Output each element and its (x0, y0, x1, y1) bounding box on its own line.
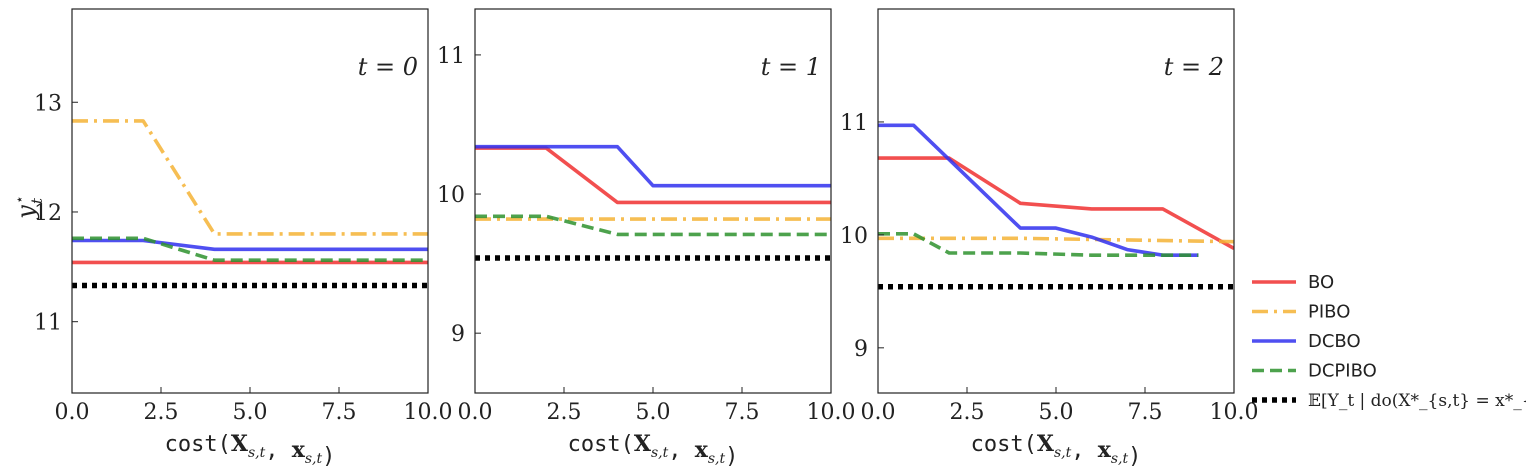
y-axis-label-sub: t (28, 197, 46, 204)
series-line-bo (878, 156, 1234, 250)
series-line-dcbo (475, 144, 831, 188)
x-tick-label: 2.5 (144, 400, 179, 425)
y-tick-label: 12 (34, 201, 62, 226)
series-group (475, 144, 831, 261)
legend-entry: BO (1252, 272, 1334, 293)
series-line-dcbo (72, 238, 428, 252)
x-tick-label: 10.0 (807, 400, 856, 425)
legend-entry: DCPIBO (1252, 361, 1377, 382)
y-tick-label: 9 (451, 322, 465, 347)
y-axis-label-sup: ⋆ (12, 195, 28, 204)
panel-label: t = 1 (761, 53, 821, 81)
x-tick-label: 7.5 (322, 400, 357, 425)
panel-label: t = 2 (1164, 53, 1224, 81)
series-line-dcbo (878, 123, 1199, 257)
x-tick-label: 5.0 (233, 400, 268, 425)
x-tick-label: 10.0 (1210, 400, 1259, 425)
panel-label: t = 0 (358, 53, 418, 81)
y-tick-label: 13 (34, 91, 62, 116)
y-axis-label: y t ⋆ (12, 195, 46, 220)
x-axis-label: cost(Xs,t, xs,t) (568, 431, 739, 468)
legend-label: 𝔼[Y_t | do(X*_{s,t} = x*_{s,t})] (1308, 391, 1526, 411)
legend-label: BO (1308, 272, 1334, 293)
x-tick-label: 0.0 (55, 400, 90, 425)
y-tick-label: 10 (437, 183, 465, 208)
series-line-dcpibo (72, 236, 428, 263)
panel-1: 0.0 2.5 5.0 7.5 10.0 9 10 11 t = 1 cost(Xs,t, xs,… (437, 8, 856, 468)
x-tick-label: 10.0 (404, 400, 453, 425)
legend-label: PIBO (1308, 302, 1350, 323)
x-tick-label: 5.0 (1039, 400, 1074, 425)
x-tick-label: 7.5 (725, 400, 760, 425)
panel-0: 0.0 2.5 5.0 7.5 10.0 11 12 13 t = 0 cost(Xs,t, xs… (34, 8, 453, 468)
legend-entry: PIBO (1252, 302, 1350, 323)
x-tick-label: 0.0 (458, 400, 493, 425)
x-tick-label: 5.0 (636, 400, 671, 425)
x-tick-label: 0.0 (861, 400, 896, 425)
panel-2: 0.0 2.5 5.0 7.5 10.0 9 10 11 t = 2 cost(Xs,t, xs,… (840, 8, 1259, 468)
x-axis-label: cost(Xs,t, xs,t) (165, 431, 336, 468)
series-line-pibo (72, 119, 428, 236)
legend-entry: 𝔼[Y_t | do(X*_{s,t} = x*_{s,t})] (1252, 391, 1526, 411)
y-axis-label-main: y (12, 205, 40, 220)
y-tick-label: 11 (840, 111, 868, 136)
y-tick-label: 9 (854, 337, 868, 362)
legend-label: DCPIBO (1308, 361, 1377, 382)
y-tick-label: 11 (437, 44, 465, 69)
series-line-dcpibo (878, 232, 1199, 257)
y-tick-label: 11 (34, 311, 62, 336)
series-line-bo (475, 146, 831, 205)
series-group (72, 119, 428, 289)
x-axis-label: cost(Xs,t, xs,t) (971, 431, 1142, 468)
legend: BO PIBO DCBO DCPIBO 𝔼[Y_t | do(X*_{s,t} = x*… (1252, 272, 1526, 411)
x-tick-label: 2.5 (547, 400, 582, 425)
x-tick-label: 2.5 (950, 400, 985, 425)
legend-label: DCBO (1308, 331, 1361, 352)
panels: 0.0 2.5 5.0 7.5 10.0 11 12 13 t = 0 cost(Xs,t, xs… (34, 8, 1259, 468)
x-tick-label: 7.5 (1128, 400, 1163, 425)
series-line-pibo (878, 236, 1234, 244)
y-tick-label: 10 (840, 224, 868, 249)
legend-entry: DCBO (1252, 331, 1361, 352)
series-group (878, 123, 1234, 290)
